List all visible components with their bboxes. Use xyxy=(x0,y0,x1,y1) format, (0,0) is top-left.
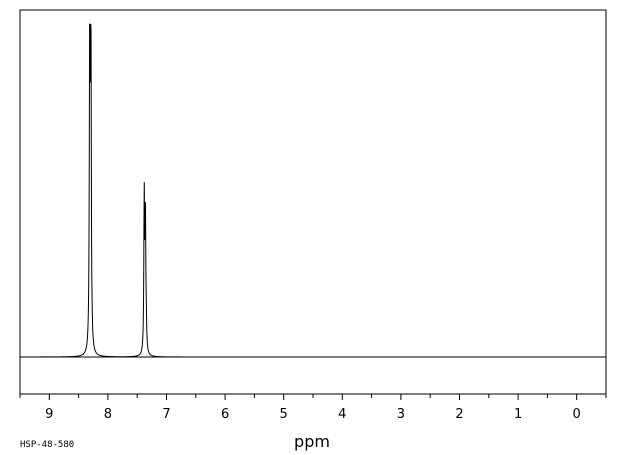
x-tick-label: 9 xyxy=(45,407,53,422)
spectrum-trace xyxy=(20,23,606,358)
sample-id-label: HSP-48-580 xyxy=(20,440,74,450)
major-ticks xyxy=(48,394,578,400)
plot-frame xyxy=(19,9,607,395)
x-tick-label: 1 xyxy=(514,407,522,422)
x-tick-label: 4 xyxy=(338,407,346,422)
x-tick-label: 8 xyxy=(104,407,112,422)
x-tick-label: 3 xyxy=(397,407,405,422)
x-tick-label: 7 xyxy=(162,407,170,422)
x-tick-label: 0 xyxy=(573,407,581,422)
x-tick-labels: 9 8 7 6 5 4 3 2 1 0 xyxy=(45,407,581,422)
x-tick-label: 5 xyxy=(280,407,288,422)
x-tick-label: 2 xyxy=(455,407,463,422)
x-tick-label: 6 xyxy=(221,407,229,422)
minor-ticks xyxy=(19,394,607,398)
x-axis-label: ppm xyxy=(294,432,330,451)
